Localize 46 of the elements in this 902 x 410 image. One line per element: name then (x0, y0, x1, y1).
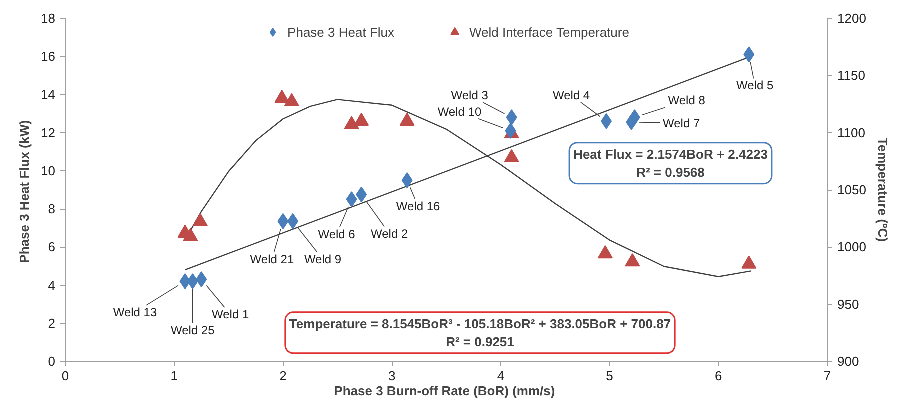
y-tick-label: 18 (41, 11, 56, 26)
annotation: Weld 4 (552, 88, 590, 102)
x-tick-label: 1 (170, 368, 178, 384)
annotation: Weld 9 (304, 252, 342, 266)
y-tick-label: 16 (41, 49, 56, 64)
x-tick-label: 0 (62, 368, 70, 384)
y-tick-label: 4 (48, 278, 56, 293)
annotation: Weld 13 (113, 305, 158, 320)
annotation: Weld 3 (451, 88, 489, 103)
legend-label: Weld Interface Temperature (470, 24, 630, 40)
y2-axis-title: Temperature (ºC) (875, 138, 890, 242)
annotation: Heat Flux = 2.1574BoR + 2.4223 R² = 0.9568 (574, 146, 768, 180)
annotation: Weld 8 (668, 94, 706, 108)
annotation: Weld 1 (212, 308, 250, 322)
y2-tick-label: 900 (838, 354, 860, 369)
y2-tick-label: 1200 (838, 11, 866, 26)
x-tick-label: 6 (715, 368, 722, 384)
annotation: Weld 7 (662, 116, 700, 130)
y-tick-label: 2 (48, 316, 56, 331)
y2-tick-label: 1000 (838, 240, 866, 255)
y2-tick-label: 1150 (838, 68, 866, 84)
x-axis-title: Phase 3 Burn-off Rate (BoR) (mm/s) (334, 384, 556, 398)
annotation: Weld 5 (736, 78, 774, 93)
x-tick-label: 7 (824, 368, 832, 384)
annotation: Weld 10 (438, 104, 482, 119)
x-tick-label: 3 (388, 368, 396, 384)
legend-label: Phase 3 Heat Flux (288, 24, 395, 40)
x-tick-label: 5 (606, 368, 614, 384)
y-axis-title: Phase 3 Heat Flux (kW) (17, 120, 32, 264)
annotation: Weld 25 (170, 323, 216, 338)
annotation: Temperature = 8.1545BoR³ - 105.18BoR² + 383.05BoR + 700.87 R² = 0.9251 (289, 316, 672, 350)
x-tick-label: 4 (497, 368, 505, 384)
y-tick-label: 12 (41, 125, 56, 140)
x-tick-label: 2 (280, 368, 287, 384)
annotation: Weld 6 (318, 228, 356, 242)
y-tick-label: 0 (48, 354, 56, 369)
annotation: Weld 21 (250, 252, 294, 266)
y-tick-label: 14 (41, 87, 56, 102)
annotation: Weld 2 (371, 226, 408, 241)
y2-tick-label: 1050 (838, 182, 866, 198)
y-tick-label: 6 (48, 240, 56, 255)
annotation: Weld 16 (396, 199, 441, 214)
y-tick-label: 8 (48, 202, 56, 217)
y2-tick-label: 1100 (838, 125, 866, 140)
y2-tick-label: 950 (838, 296, 860, 312)
y-tick-label: 10 (41, 163, 56, 178)
